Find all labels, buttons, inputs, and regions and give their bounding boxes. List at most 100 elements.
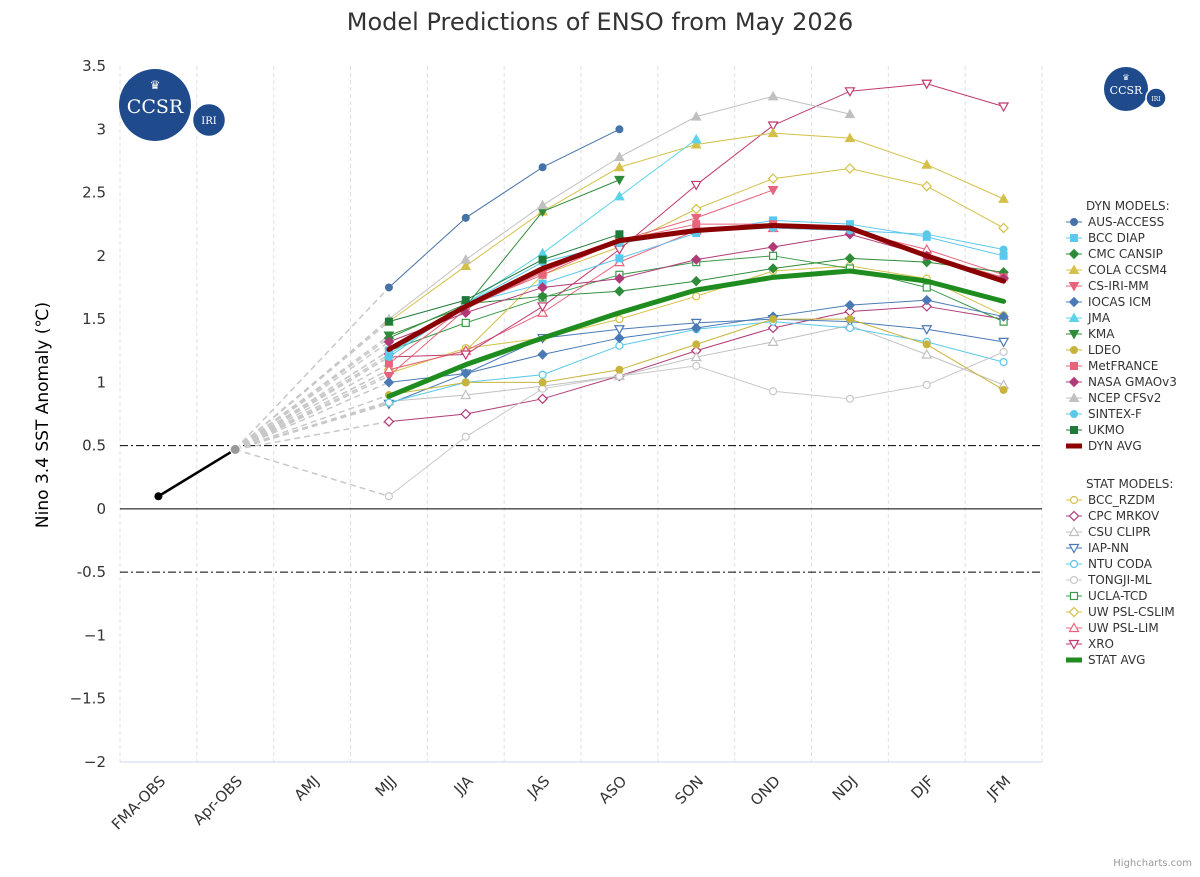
legend-item-xro[interactable]: XRO bbox=[1066, 637, 1114, 651]
connector-line bbox=[234, 334, 390, 451]
legend-label: UKMO bbox=[1088, 423, 1124, 437]
legend-item-tongji-ml[interactable]: TONGJI-ML bbox=[1066, 573, 1152, 587]
legend-item-uw-psl-cslim[interactable]: UW PSL-CSLIM bbox=[1066, 605, 1175, 619]
data-point-aus-access bbox=[615, 125, 624, 134]
legend-symbol-marker bbox=[1069, 575, 1079, 585]
series-dyn-avg bbox=[386, 222, 1007, 352]
legend-symbol-marker bbox=[1068, 510, 1080, 522]
connector-line bbox=[234, 350, 390, 451]
data-point-iap-nn bbox=[613, 325, 625, 335]
connector-line bbox=[235, 448, 390, 497]
legend-item-ucla-tcd[interactable]: UCLA-TCD bbox=[1066, 589, 1148, 603]
series-aus-access bbox=[384, 125, 624, 292]
ccsr-crown-small-icon: ♛ bbox=[1122, 73, 1129, 82]
legend-item-ncep-cfsv2[interactable]: NCEP CFSv2 bbox=[1066, 391, 1161, 405]
data-point-cmc-cansip bbox=[844, 253, 856, 264]
data-point-iocas-icm bbox=[614, 332, 625, 344]
data-point-bcc-rzdm bbox=[615, 314, 624, 324]
legend-item-bcc-rzdm[interactable]: BCC_RZDM bbox=[1066, 493, 1155, 507]
y-tick-label: 0.5 bbox=[82, 437, 106, 455]
data-point-ntu-coda bbox=[384, 398, 394, 407]
data-point-xro bbox=[460, 350, 472, 361]
ccsr-logo-small-text: CCSR bbox=[1110, 84, 1143, 97]
legend-symbol-marker bbox=[1068, 392, 1080, 402]
legend-item-cs-iri-mm[interactable]: CS-IRI-MM bbox=[1066, 279, 1149, 293]
legend-item-ukmo[interactable]: UKMO bbox=[1066, 423, 1124, 437]
data-point-uw-psl-cslim bbox=[690, 203, 702, 215]
series-line-tongji-ml bbox=[388, 351, 1004, 497]
legend-symbol-marker bbox=[1068, 622, 1080, 633]
legend-symbol-marker bbox=[1068, 264, 1080, 274]
data-point-jma bbox=[537, 247, 548, 258]
observed-line bbox=[157, 448, 236, 498]
x-tick-label: SON bbox=[671, 772, 707, 808]
series-line-ucla-tcd bbox=[388, 255, 1004, 352]
legend-item-iap-nn[interactable]: IAP-NN bbox=[1066, 541, 1129, 555]
data-point-nasa-gmaov3 bbox=[537, 282, 548, 293]
data-point-jma bbox=[614, 190, 625, 201]
data-point-aus-access bbox=[461, 213, 470, 222]
data-point-tongji-ml bbox=[922, 380, 931, 389]
legend-item-jma[interactable]: JMA bbox=[1066, 311, 1111, 325]
legend-item-aus-access[interactable]: AUS-ACCESS bbox=[1066, 215, 1164, 229]
legend-item-sintex-f[interactable]: SINTEX-F bbox=[1066, 407, 1142, 421]
data-point-tongji-ml bbox=[384, 492, 394, 501]
series-stat-avg bbox=[386, 268, 1007, 399]
data-point-nasa-gmaov3 bbox=[691, 254, 702, 265]
legend-symbol-marker bbox=[1068, 543, 1080, 554]
observed-point bbox=[154, 492, 163, 501]
data-point-ldeo bbox=[845, 315, 854, 324]
data-point-uw-psl-lim bbox=[537, 307, 549, 317]
data-point-uw-psl-cslim bbox=[844, 163, 856, 174]
data-point-xro bbox=[921, 79, 933, 90]
data-point-ntu-coda bbox=[538, 370, 547, 379]
ccsr-logo-text: CCSR bbox=[127, 96, 184, 118]
data-point-cmc-cansip bbox=[691, 275, 702, 287]
legend-item-csu-clipr[interactable]: CSU CLIPR bbox=[1066, 525, 1151, 539]
connector-line bbox=[234, 372, 390, 451]
credits-text[interactable]: Highcharts.com bbox=[1113, 858, 1192, 869]
data-point-cola-ccsm4 bbox=[460, 260, 472, 270]
legend-symbol-marker bbox=[1068, 330, 1080, 340]
series-tongji-ml bbox=[384, 347, 1008, 501]
legend-item-metfrance[interactable]: MetFRANCE bbox=[1066, 359, 1158, 373]
legend-item-cola-ccsm4[interactable]: COLA CCSM4 bbox=[1066, 263, 1167, 277]
legend-label: UCLA-TCD bbox=[1088, 589, 1148, 603]
legend-item-bcc-diap[interactable]: BCC DIAP bbox=[1066, 231, 1145, 245]
x-tick-labels: FMA-OBS Apr-OBS AMJ MJJ JJA JAS ASO SON OND NDJ DJ… bbox=[108, 772, 1014, 834]
data-point-ncep-cfsv2 bbox=[767, 90, 779, 101]
legend-item-cmc-cansip[interactable]: CMC CANSIP bbox=[1066, 247, 1163, 261]
legend-item-ldeo[interactable]: LDEO bbox=[1066, 343, 1121, 357]
series-line-ukmo bbox=[388, 233, 620, 323]
legend-item-stat-avg[interactable]: STAT AVG bbox=[1066, 653, 1145, 667]
data-point-cpc-mrkov bbox=[460, 408, 472, 420]
legend-heading-stat: STAT MODELS: bbox=[1086, 477, 1173, 491]
series-line-dyn-avg bbox=[386, 222, 1007, 352]
legend-item-ntu-coda[interactable]: NTU CODA bbox=[1066, 557, 1153, 571]
y-tick-label: 2 bbox=[96, 247, 106, 265]
x-tick-label: Apr-OBS bbox=[189, 772, 246, 829]
data-point-ncep-cfsv2 bbox=[537, 199, 548, 210]
legend-item-nasa-gmaov3[interactable]: NASA GMAOv3 bbox=[1066, 375, 1177, 389]
legend-item-iocas-icm[interactable]: IOCAS ICM bbox=[1066, 295, 1151, 309]
data-point-iocas-icm bbox=[691, 322, 702, 334]
y-tick-label: 3.5 bbox=[82, 57, 106, 75]
legend-symbol-marker bbox=[1068, 639, 1080, 650]
legend-item-kma[interactable]: KMA bbox=[1066, 327, 1115, 341]
data-point-bcc-diap bbox=[615, 254, 624, 263]
legend-label: UW PSL-LIM bbox=[1088, 621, 1159, 635]
data-point-iap-nn bbox=[998, 337, 1010, 348]
series-iocas-icm bbox=[383, 294, 1009, 388]
legend-symbol-marker bbox=[1068, 312, 1080, 322]
legend-symbol-marker bbox=[1070, 218, 1078, 226]
connector-line bbox=[234, 356, 390, 451]
legend-label: COLA CCSM4 bbox=[1088, 263, 1167, 277]
legend-item-uw-psl-lim[interactable]: UW PSL-LIM bbox=[1066, 621, 1159, 635]
x-tick-label: FMA-OBS bbox=[108, 772, 169, 833]
data-point-sintex-f bbox=[999, 245, 1008, 254]
data-point-cola-ccsm4 bbox=[998, 193, 1009, 203]
legend-item-cpc-mrkov[interactable]: CPC MRKOV bbox=[1066, 509, 1160, 523]
legend-item-dyn-avg[interactable]: DYN AVG bbox=[1066, 439, 1142, 453]
data-point-cmc-cansip bbox=[921, 256, 932, 268]
